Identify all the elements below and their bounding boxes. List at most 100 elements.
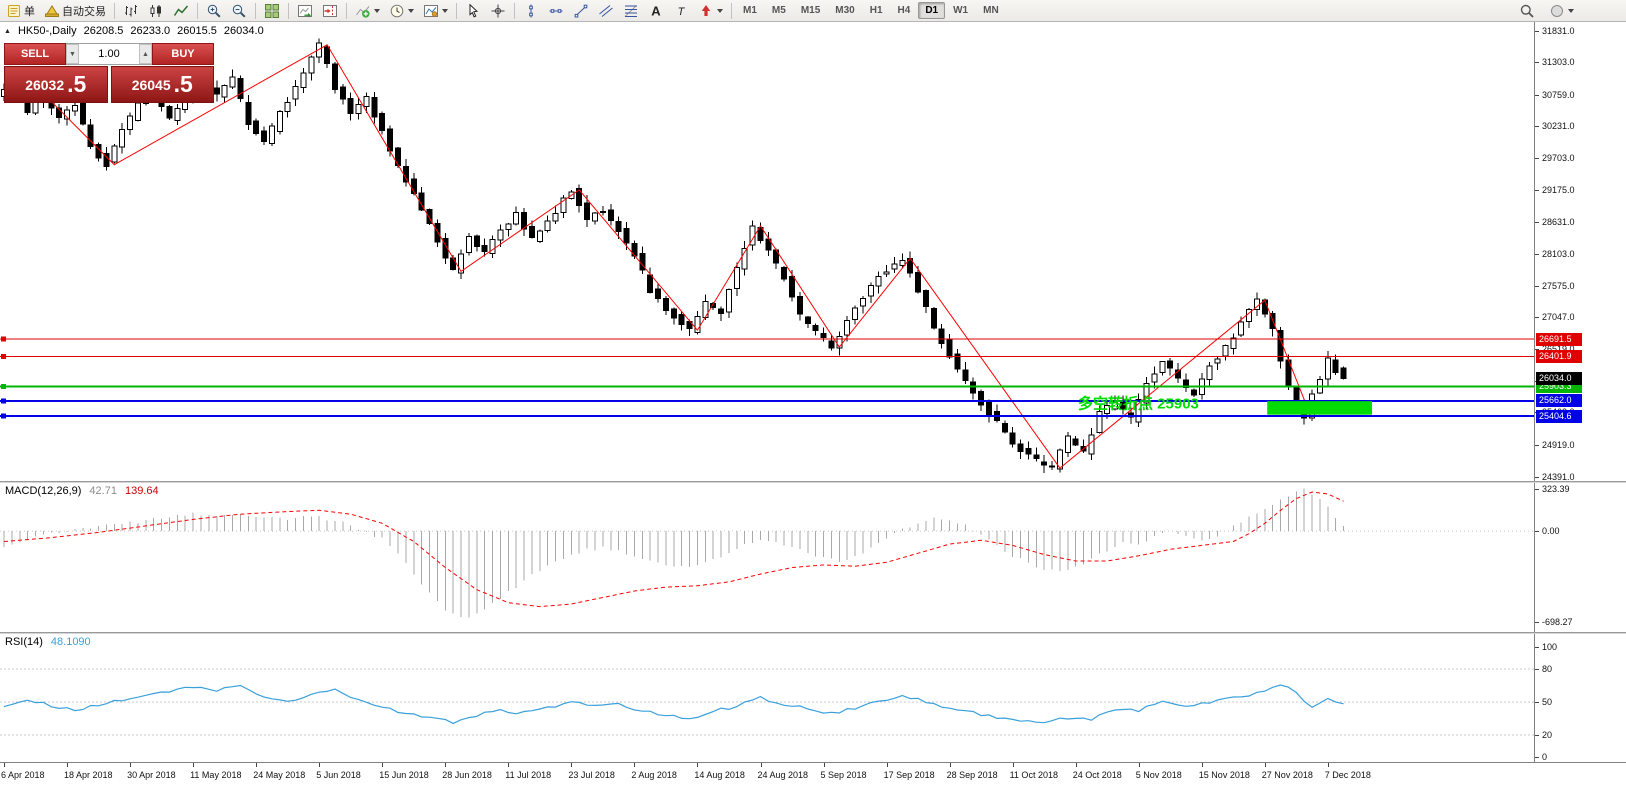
panel-separator[interactable] xyxy=(0,481,1626,483)
time-axis-tick xyxy=(130,763,132,767)
timeframe-MN-button[interactable]: MN xyxy=(983,5,999,16)
horizontal-level-line-25903.3[interactable] xyxy=(0,383,1534,389)
volume-input[interactable]: 1.00 xyxy=(98,48,120,60)
timeframe-M5-button[interactable]: M5 xyxy=(771,5,786,16)
toolbar-separator xyxy=(288,2,289,19)
template-icon xyxy=(424,4,438,17)
buy-price-button[interactable]: 26045 .5 xyxy=(110,66,214,103)
arrows-shapes-button[interactable] xyxy=(694,0,727,22)
line-chart-button[interactable] xyxy=(169,0,193,22)
bid-price-label: 26034.0 xyxy=(1536,372,1582,385)
zoom-out-button[interactable] xyxy=(227,0,251,22)
symbol-title: HK50-,Daily xyxy=(17,25,77,37)
axis-tick-label: 24919.0 xyxy=(1542,439,1575,450)
tile-windows-button[interactable] xyxy=(260,0,284,22)
rsi-axis[interactable]: 100 80 50 20 0 xyxy=(1534,634,1626,762)
rsi-indicator-panel: RSI(14) 48.1090 100 80 50 20 0 xyxy=(0,634,1626,762)
channel-button[interactable] xyxy=(594,0,618,22)
price-axis[interactable]: 31831.0 31303.0 30759.0 30231.0 29703.0 29175… xyxy=(1534,22,1626,481)
timeframe-H1-button[interactable]: H1 xyxy=(869,5,883,16)
time-label: 18 Apr 2018 xyxy=(64,770,113,780)
axis-tick xyxy=(1535,488,1539,490)
vline-icon xyxy=(529,4,533,17)
channel-icon xyxy=(599,4,613,17)
rsi-label: RSI(14) 48.1090 xyxy=(5,636,91,648)
text-label-button[interactable]: T xyxy=(669,0,693,22)
bar-chart-button[interactable] xyxy=(119,0,143,22)
new-order-button[interactable]: 单 xyxy=(2,0,39,22)
sell-price-button[interactable]: 26032 .5 xyxy=(4,66,108,103)
fibonacci-button[interactable] xyxy=(619,0,643,22)
cursor-button[interactable] xyxy=(461,0,485,22)
axis-tick xyxy=(1535,646,1539,648)
axis-tick xyxy=(1535,348,1539,350)
time-label: 7 Dec 2018 xyxy=(1324,770,1371,780)
axis-tick-label: 27575.0 xyxy=(1542,280,1575,291)
axis-tick xyxy=(1535,317,1539,319)
vertical-line-button[interactable] xyxy=(519,0,543,22)
volume-decrease-button[interactable]: ▼ xyxy=(66,44,79,64)
axis-tick-label: 30759.0 xyxy=(1542,89,1575,100)
time-axis[interactable]: 6 Apr 2018 18 Apr 2018 30 Apr 2018 11 May 2… xyxy=(0,762,1626,809)
time-axis-tick xyxy=(1075,763,1077,767)
horizontal-level-line-26691.5[interactable] xyxy=(0,336,1534,342)
time-axis-tick xyxy=(634,763,636,767)
chartshift-icon xyxy=(323,4,337,17)
text-button[interactable]: A xyxy=(644,0,668,22)
macd-plot[interactable]: MACD(12,26,9) 42.71 139.64 xyxy=(0,483,1534,632)
horizontal-level-line-26401.9[interactable] xyxy=(0,354,1534,359)
auto-scroll-button[interactable] xyxy=(293,0,317,22)
timeframe-M15-button[interactable]: M15 xyxy=(800,5,821,16)
price-chart-canvas: 多空转折点 25903 xyxy=(0,38,1534,473)
toolbar-separator xyxy=(514,2,515,19)
horizontal-level-line-25404.6[interactable] xyxy=(0,413,1534,419)
annotation-text[interactable]: 多空转折点 25903 xyxy=(1078,394,1199,412)
quick-menu-button[interactable] xyxy=(1545,0,1578,22)
indicators-button[interactable] xyxy=(351,0,384,22)
axis-tick xyxy=(1535,734,1539,736)
search-icon xyxy=(1520,4,1534,18)
search-symbol-button[interactable] xyxy=(1515,0,1539,22)
periods-button[interactable] xyxy=(385,0,418,22)
axis-tick xyxy=(1535,476,1539,478)
horizontal-level-line-25662.0[interactable] xyxy=(0,398,1534,404)
macd-label: MACD(12,26,9) 42.71 139.64 xyxy=(5,485,159,497)
chart-ohlc-header: ▲ HK50-,Daily 26208.5 26233.0 26015.5 26… xyxy=(4,25,264,37)
autotrading-button[interactable]: 自动交易 xyxy=(40,0,110,22)
indicator-icon xyxy=(356,5,370,18)
price-chart-plot[interactable]: 多空转折点 25903 ▲ HK50-,Daily 26208.5 26233.… xyxy=(0,22,1534,481)
time-label: 23 Jul 2018 xyxy=(568,770,615,780)
axis-tick-label: 30231.0 xyxy=(1542,121,1575,132)
horizontal-line-button[interactable] xyxy=(544,0,568,22)
time-label: 11 May 2018 xyxy=(190,770,242,780)
timeframe-H4-button[interactable]: H4 xyxy=(897,5,911,16)
time-label: 11 Jul 2018 xyxy=(505,770,552,780)
crosshair-button[interactable] xyxy=(486,0,510,22)
macd-axis[interactable]: 323.39 0.00 -698.27 xyxy=(1534,483,1626,632)
main-toolbar: 单 自动交易 A T M1 M5 M15 M30 H1 H4 D1 W1 MN xyxy=(0,0,1626,22)
timeframe-M30-button[interactable]: M30 xyxy=(835,5,855,16)
panel-separator[interactable] xyxy=(0,632,1626,634)
chart-shift-button[interactable] xyxy=(318,0,342,22)
axis-tick-label: 28631.0 xyxy=(1542,217,1575,228)
axis-tick xyxy=(1535,189,1539,191)
zoom-in-button[interactable] xyxy=(202,0,226,22)
highlight-rectangle[interactable] xyxy=(1267,401,1372,415)
time-axis-tick xyxy=(1012,763,1014,767)
trendline-button[interactable] xyxy=(569,0,593,22)
axis-tick xyxy=(1535,222,1539,224)
timeframe-M1-button[interactable]: M1 xyxy=(743,5,757,16)
buy-button[interactable]: BUY xyxy=(152,43,214,65)
templates-button[interactable] xyxy=(419,0,452,22)
new-order-button-label: 单 xyxy=(24,5,35,18)
macd-indicator-panel: MACD(12,26,9) 42.71 139.64 323.39 0.00 -69… xyxy=(0,483,1626,632)
volume-increase-button[interactable]: ▲ xyxy=(139,44,152,64)
time-label: 15 Nov 2018 xyxy=(1198,770,1250,780)
sell-button[interactable]: SELL xyxy=(4,43,66,65)
dropdown-caret-icon xyxy=(442,8,448,13)
candlestick-chart-button[interactable] xyxy=(144,0,168,22)
timeframe-W1-button[interactable]: W1 xyxy=(953,5,969,16)
rsi-plot[interactable]: RSI(14) 48.1090 xyxy=(0,634,1534,762)
timeframe-D1-button[interactable]: D1 xyxy=(918,2,946,19)
collapse-trade-panel-icon[interactable]: ▲ xyxy=(4,27,11,35)
